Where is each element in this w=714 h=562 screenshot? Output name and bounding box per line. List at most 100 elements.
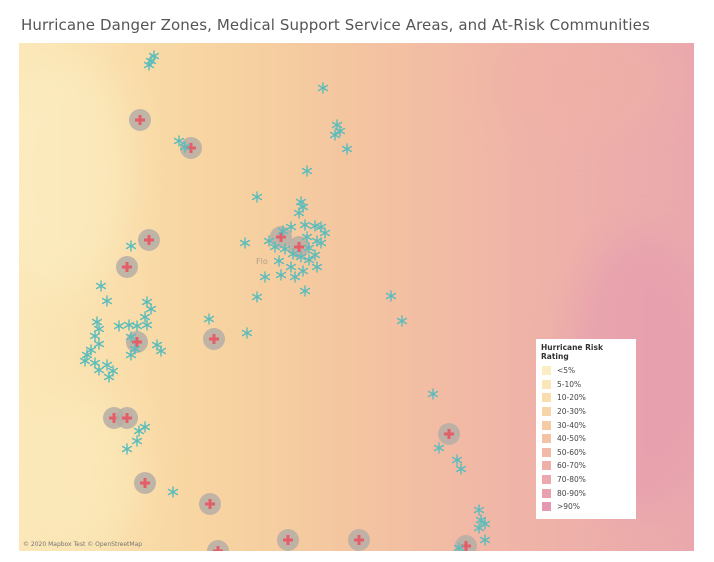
medical-cross-icon[interactable] [129, 109, 151, 131]
legend-item: 30-40% [541, 418, 631, 432]
asterisk-icon[interactable] [295, 251, 307, 263]
asterisk-icon[interactable] [299, 219, 311, 231]
asterisk-icon[interactable] [103, 371, 115, 383]
asterisk-icon[interactable] [427, 388, 439, 400]
asterisk-icon[interactable] [93, 323, 105, 335]
asterisk-icon[interactable] [125, 240, 137, 252]
asterisk-icon[interactable] [143, 59, 155, 71]
asterisk-icon[interactable] [303, 242, 315, 254]
legend-label: 60-70% [557, 461, 586, 471]
asterisk-icon[interactable] [251, 291, 263, 303]
asterisk-icon[interactable] [203, 313, 215, 325]
asterisk-icon[interactable] [385, 290, 397, 302]
asterisk-icon[interactable] [89, 357, 101, 369]
asterisk-icon[interactable] [101, 359, 113, 371]
asterisk-icon[interactable] [131, 320, 143, 332]
legend-swatch [542, 502, 551, 512]
asterisk-icon[interactable] [131, 435, 143, 447]
medical-cross-icon[interactable] [116, 407, 138, 429]
asterisk-icon[interactable] [93, 338, 105, 350]
asterisk-icon[interactable] [167, 486, 179, 498]
asterisk-icon[interactable] [297, 265, 309, 277]
asterisk-icon[interactable] [125, 349, 137, 361]
asterisk-icon[interactable] [285, 221, 297, 233]
asterisk-icon[interactable] [334, 125, 346, 137]
asterisk-icon[interactable] [113, 320, 125, 332]
asterisk-icon[interactable] [453, 542, 465, 551]
asterisk-icon[interactable] [455, 463, 467, 475]
legend-swatch [542, 366, 551, 376]
medical-cross-icon[interactable] [199, 493, 221, 515]
legend-title: Hurricane Risk Rating [541, 343, 603, 361]
asterisk-icon[interactable] [91, 316, 103, 328]
asterisk-icon[interactable] [319, 227, 331, 239]
asterisk-icon[interactable] [433, 442, 445, 454]
asterisk-icon[interactable] [303, 254, 315, 266]
medical-cross-icon[interactable] [277, 529, 299, 551]
asterisk-icon[interactable] [179, 141, 191, 153]
medical-cross-icon[interactable] [134, 472, 156, 494]
asterisk-icon[interactable] [121, 443, 133, 455]
asterisk-icon[interactable] [93, 364, 105, 376]
asterisk-icon[interactable] [145, 303, 157, 315]
legend-label: 70-80% [557, 475, 586, 485]
asterisk-icon[interactable] [309, 220, 321, 232]
asterisk-icon[interactable] [133, 425, 145, 437]
asterisk-icon[interactable] [239, 237, 251, 249]
asterisk-icon[interactable] [173, 135, 185, 147]
legend-item: 80-90% [541, 486, 631, 500]
map-attribution[interactable]: © 2020 Mapbox Test © OpenStreetMap [23, 541, 143, 548]
medical-cross-icon[interactable] [116, 256, 138, 278]
legend-label: 10-20% [557, 393, 586, 403]
asterisk-icon[interactable] [269, 241, 281, 253]
asterisk-icon[interactable] [259, 271, 271, 283]
asterisk-icon[interactable] [79, 355, 91, 367]
asterisk-icon[interactable] [139, 421, 151, 433]
asterisk-icon[interactable] [329, 129, 341, 141]
asterisk-icon[interactable] [451, 454, 463, 466]
asterisk-icon[interactable] [315, 237, 327, 249]
asterisk-icon[interactable] [299, 285, 311, 297]
asterisk-icon[interactable] [89, 330, 101, 342]
asterisk-icon[interactable] [125, 331, 137, 343]
asterisk-icon[interactable] [81, 349, 93, 361]
asterisk-icon[interactable] [141, 319, 153, 331]
asterisk-icon[interactable] [475, 514, 487, 526]
asterisk-icon[interactable] [273, 255, 285, 267]
asterisk-icon[interactable] [293, 207, 305, 219]
asterisk-icon[interactable] [101, 295, 113, 307]
legend-item: 70-80% [541, 473, 631, 487]
asterisk-icon[interactable] [141, 296, 153, 308]
asterisk-icon[interactable] [341, 143, 353, 155]
asterisk-icon[interactable] [148, 50, 160, 62]
medical-cross-icon[interactable] [203, 328, 225, 350]
map-view[interactable]: Flo © 2020 Mapbox Test © OpenStreetMap [19, 43, 694, 551]
medical-cross-icon[interactable] [438, 423, 460, 445]
asterisk-icon[interactable] [95, 280, 107, 292]
asterisk-icon[interactable] [155, 345, 167, 357]
medical-cross-icon[interactable] [138, 229, 160, 251]
asterisk-icon[interactable] [139, 311, 151, 323]
asterisk-icon[interactable] [301, 231, 313, 243]
asterisk-icon[interactable] [317, 82, 329, 94]
legend-swatch [542, 393, 551, 403]
asterisk-icon[interactable] [275, 269, 287, 281]
asterisk-icon[interactable] [279, 243, 291, 255]
asterisk-icon[interactable] [309, 249, 321, 261]
asterisk-icon[interactable] [301, 165, 313, 177]
asterisk-icon[interactable] [251, 191, 263, 203]
asterisk-icon[interactable] [287, 248, 299, 260]
asterisk-icon[interactable] [241, 327, 253, 339]
asterisk-icon[interactable] [263, 235, 275, 247]
asterisk-icon[interactable] [396, 315, 408, 327]
asterisk-icon[interactable] [473, 522, 485, 534]
medical-cross-icon[interactable] [207, 540, 229, 551]
asterisk-icon[interactable] [289, 271, 301, 283]
medical-cross-icon[interactable] [348, 529, 370, 551]
asterisk-icon[interactable] [479, 534, 491, 546]
asterisk-icon[interactable] [311, 261, 323, 273]
legend-swatch [542, 461, 551, 471]
asterisk-icon[interactable] [473, 504, 485, 516]
asterisk-icon[interactable] [285, 261, 297, 273]
legend-label: >90% [557, 502, 580, 512]
